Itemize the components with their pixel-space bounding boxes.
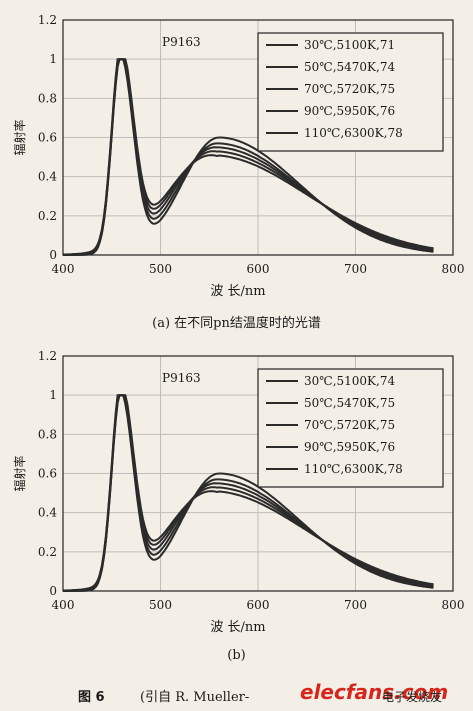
y-tick-label: 1.2 (38, 349, 57, 363)
y-tick-label: 0.6 (38, 131, 57, 145)
figure-source: (引自 R. Mueller- (140, 690, 250, 705)
legend-entry: 70℃,5720K,75 (304, 82, 395, 96)
y-tick-label: 0.4 (38, 506, 57, 520)
y-tick-label: 1.2 (38, 13, 57, 27)
chart-a: 400 500 600 700 800 0 0.2 0.4 0.6 0.8 1 1.2 波 长/nm 辐射… (12, 13, 465, 299)
x-tick-label: 600 (247, 262, 270, 276)
x-tick-label: 400 (52, 262, 75, 276)
legend-entry: 50℃,5470K,74 (304, 60, 395, 74)
legend-entry: 30℃,5100K,71 (304, 38, 395, 52)
plot-frame (62, 19, 454, 256)
y-axis-label: 辐射率 (12, 455, 27, 491)
legend-entry: 70℃,5720K,75 (304, 418, 395, 432)
y-tick-label: 0.8 (38, 427, 57, 441)
x-axis-label: 波 长/nm (210, 284, 265, 299)
figure-label: 图 6 (78, 690, 105, 705)
legend-entry: 110℃,6300K,78 (304, 462, 403, 476)
plot-frame (62, 355, 454, 592)
x-tick-label: 600 (247, 598, 270, 612)
y-tick-label: 0.6 (38, 467, 57, 481)
x-tick-label: 400 (52, 598, 75, 612)
x-tick-label: 800 (442, 262, 465, 276)
y-axis-label: 辐射率 (12, 119, 27, 155)
series-line (62, 394, 434, 592)
legend-box (257, 368, 444, 488)
panel-b-label: (b) (227, 648, 246, 663)
x-tick-label: 500 (149, 598, 172, 612)
x-tick-label: 800 (442, 598, 465, 612)
figure-caption: 图 6 (引自 R. Mueller- elecfans.com 电子发烧友 (0, 680, 473, 711)
watermark-logo: elecfans.com (300, 680, 449, 704)
panel-a-label: (a) 在不同pn结温度时的光谱 (152, 316, 321, 331)
chart-b: 400 500 600 700 800 0 0.2 0.4 0.6 0.8 1 1.2 波 长/nm 辐射… (12, 349, 465, 635)
legend-entry: 90℃,5950K,76 (304, 440, 395, 454)
y-tick-label: 1 (49, 52, 57, 66)
y-tick-label: 0 (49, 584, 57, 598)
legend-entry: 50℃,5470K,75 (304, 396, 395, 410)
legend-entry: 90℃,5950K,76 (304, 104, 395, 118)
x-tick-label: 700 (344, 262, 367, 276)
legend-entry: 30℃,5100K,74 (304, 374, 395, 388)
y-tick-label: 0.2 (38, 545, 57, 559)
series-line (62, 58, 434, 256)
x-tick-label: 700 (344, 598, 367, 612)
y-tick-label: 0.4 (38, 170, 57, 184)
legend-entry: 110℃,6300K,78 (304, 126, 403, 140)
y-tick-label: 0.8 (38, 91, 57, 105)
x-axis-label: 波 长/nm (210, 620, 265, 635)
chart-annotation: P9163 (162, 35, 201, 49)
y-tick-label: 0 (49, 248, 57, 262)
y-tick-label: 1 (49, 388, 57, 402)
watermark-text: 电子发烧友 (382, 690, 443, 704)
y-tick-label: 0.2 (38, 209, 57, 223)
x-tick-label: 500 (149, 262, 172, 276)
legend-box (257, 32, 444, 152)
chart-annotation: P9163 (162, 371, 201, 385)
